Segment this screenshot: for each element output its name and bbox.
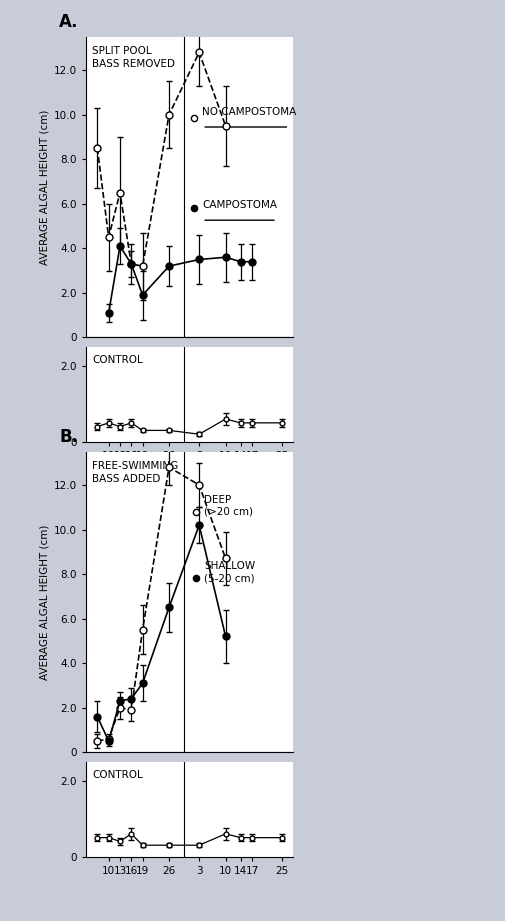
- Text: SEPTEMBER: SEPTEMBER: [106, 507, 172, 518]
- Y-axis label: AVERAGE ALGAL HEIGHT (cm): AVERAGE ALGAL HEIGHT (cm): [39, 524, 49, 680]
- Text: CONTROL: CONTROL: [92, 355, 143, 365]
- Text: CAMPOSTOMA: CAMPOSTOMA: [202, 200, 277, 210]
- Text: DEEP
(>20 cm): DEEP (>20 cm): [204, 495, 253, 517]
- Text: CONTROL: CONTROL: [92, 770, 143, 779]
- Text: SPLIT POOL
BASS REMOVED: SPLIT POOL BASS REMOVED: [92, 46, 175, 69]
- Text: OCTOBER: OCTOBER: [217, 507, 271, 518]
- Text: FREE-SWIMMING
BASS ADDED: FREE-SWIMMING BASS ADDED: [92, 460, 178, 484]
- Text: SHALLOW
(5-20 cm): SHALLOW (5-20 cm): [204, 561, 255, 583]
- Text: B.: B.: [59, 427, 78, 446]
- Y-axis label: AVERAGE ALGAL HEIGHT (cm): AVERAGE ALGAL HEIGHT (cm): [39, 110, 49, 265]
- Text: NO CAMPOSTOMA: NO CAMPOSTOMA: [202, 107, 296, 117]
- Text: A.: A.: [59, 13, 78, 30]
